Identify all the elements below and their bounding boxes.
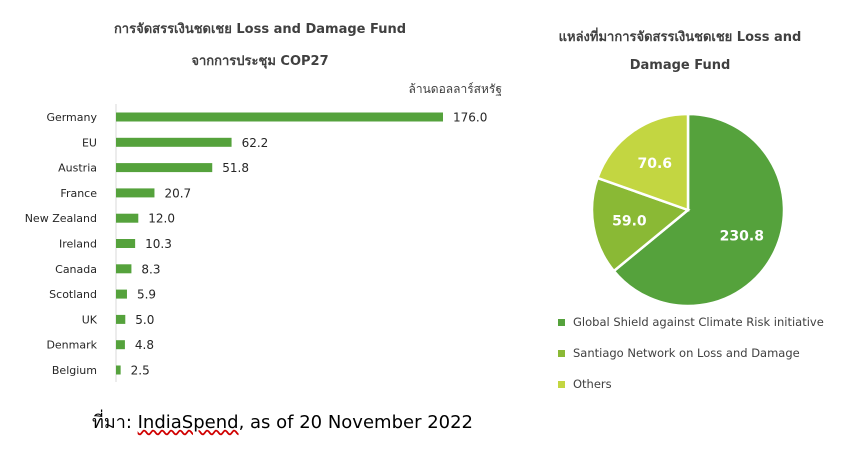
bar — [116, 163, 213, 173]
pie-slice — [590, 176, 691, 273]
bar-category-label: New Zealand — [25, 212, 97, 225]
legend-swatch — [558, 318, 565, 326]
pie-slice-label: 70.6 — [637, 156, 672, 172]
bar-category-label: Belgium — [52, 364, 97, 377]
pie-chart-title-line-1: แหล่งที่มาการจัดสรรเงินชดเชย Loss and — [558, 30, 802, 45]
bar — [116, 188, 155, 198]
bar-value-label: 176.0 — [453, 111, 487, 125]
bar — [116, 112, 443, 122]
pie-slice-label: 59.0 — [612, 213, 647, 229]
legend-item: Global Shield against Climate Risk initi… — [558, 315, 824, 329]
bar-category-label: Austria — [58, 162, 97, 175]
bar-chart-unit-label: ล้านดอลลาร์สหรัฐ — [408, 82, 503, 96]
bar-value-label: 4.8 — [135, 338, 154, 352]
bar — [116, 365, 121, 375]
bar-value-label: 12.0 — [148, 212, 175, 226]
bar-category-label: Denmark — [46, 339, 97, 352]
bar-category-label: France — [60, 187, 97, 200]
bar — [116, 213, 139, 223]
bar-category-label: Germany — [46, 111, 97, 124]
bar-value-label: 2.5 — [131, 364, 150, 378]
legend-item: Santiago Network on Loss and Damage — [558, 346, 800, 360]
bar-category-label: Canada — [55, 263, 97, 276]
bar-chart-title: การจัดสรรเงินชดเชย Loss and Damage Fund — [113, 22, 407, 37]
bar — [116, 239, 136, 248]
legend-label: Santiago Network on Loss and Damage — [573, 346, 800, 360]
pie-slice — [595, 112, 690, 212]
legend-label: Others — [573, 377, 612, 391]
bar-category-label: UK — [82, 313, 98, 326]
bar-value-label: 5.0 — [135, 313, 154, 327]
bar-value-label: 62.2 — [242, 136, 269, 150]
bar-value-label: 10.3 — [145, 237, 172, 251]
bar-category-label: EU — [82, 136, 97, 149]
bar-value-label: 20.7 — [164, 186, 191, 200]
source-link[interactable]: IndiaSpend — [137, 412, 239, 433]
legend-swatch — [558, 349, 565, 357]
bar — [116, 314, 126, 324]
source-prefix: ที่มา: — [92, 412, 138, 433]
legend-swatch — [558, 380, 565, 388]
bar-value-label: 8.3 — [141, 262, 160, 276]
source-note: ที่มา: IndiaSpend, as of 20 November 202… — [92, 407, 473, 436]
bar-category-label: Ireland — [59, 238, 97, 251]
bar-category-label: Scotland — [49, 288, 97, 301]
bar — [116, 137, 232, 147]
pie-slice-label: 230.8 — [720, 228, 764, 244]
bar — [116, 264, 132, 274]
bar-chart-subtitle: จากการประชุม COP27 — [191, 54, 329, 69]
legend-item: Others — [558, 377, 612, 391]
source-suffix: , as of 20 November 2022 — [238, 412, 474, 433]
bar-value-label: 51.8 — [222, 161, 249, 175]
pie-chart-title-line-2: Damage Fund — [629, 58, 731, 73]
bar-value-label: 5.9 — [137, 288, 156, 302]
bar — [116, 340, 125, 350]
legend-label: Global Shield against Climate Risk initi… — [573, 315, 824, 329]
bar — [116, 289, 127, 299]
pie-slice — [612, 112, 786, 308]
